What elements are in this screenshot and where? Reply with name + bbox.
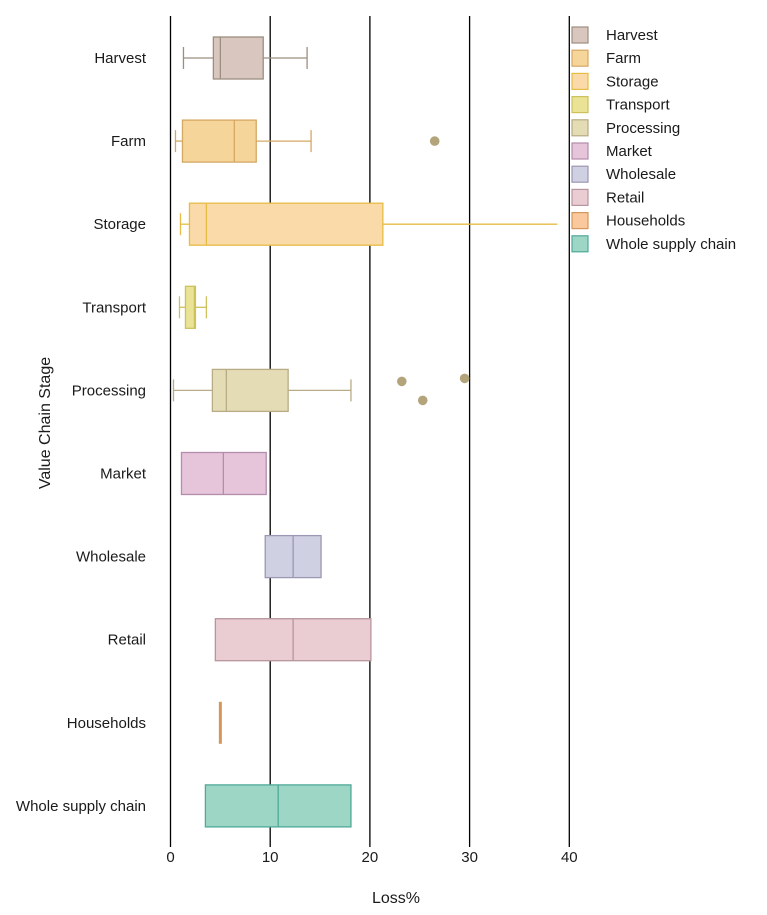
gridlines [169,16,570,847]
legend-label: Storage [606,73,659,90]
boxes [172,36,558,828]
y-category-label: Households [67,715,146,732]
outlier-point [429,136,440,146]
y-category-label: Transport [82,299,146,316]
box-iqr [188,202,384,246]
legend: Harvest Farm Storage Transport Processing Mar… [571,26,736,253]
box-transport [178,285,208,329]
y-category-label: Retail [108,632,146,649]
y-category-label: Storage [93,216,146,233]
legend-swatch [571,72,589,91]
x-axis-title: Loss% [372,890,420,907]
legend-swatch [571,119,589,137]
y-category-label: Harvest [94,50,147,67]
outlier-point [397,376,407,387]
box-wholesale [264,534,322,579]
box-iqr [184,285,197,329]
legend-swatch [571,95,589,114]
box-processing [172,368,470,413]
legend-swatch [571,188,589,206]
y-category-label: Wholesale [76,549,146,566]
box-market [180,451,267,496]
y-category-label: Market [100,466,147,483]
box-farm [174,119,440,163]
legend-swatch [571,235,589,253]
box-harvest [182,36,308,80]
legend-swatch [571,142,589,160]
legend-label: Wholesale [606,166,676,183]
x-tick-label: 10 [262,849,279,866]
box-iqr [181,119,257,163]
x-axis-ticks: 0 10 20 30 40 [166,849,577,866]
legend-swatch [571,49,589,67]
x-tick-label: 30 [461,849,478,866]
legend-label: Harvest [606,27,659,44]
box-retail [214,618,372,662]
y-axis-title: Value Chain Stage [37,357,54,489]
y-axis-category-labels: Harvest Farm Storage Transport Processing Mar… [16,50,147,815]
legend-label: Transport [606,97,670,114]
y-category-label: Processing [72,382,146,399]
box-iqr [212,36,264,80]
legend-label: Retail [606,189,644,206]
x-tick-label: 40 [561,849,578,866]
x-tick-label: 20 [362,849,379,866]
legend-label: Households [606,213,685,230]
box-whole-supply-chain [204,784,352,828]
legend-swatch [571,26,589,44]
legend-label: Market [606,143,653,160]
y-category-label: Whole supply chain [16,798,146,815]
box-storage [179,202,558,246]
legend-label: Farm [606,50,641,67]
legend-swatch [571,165,589,183]
legend-swatch [571,212,589,230]
outlier-point [459,373,470,384]
legend-label: Processing [606,120,680,137]
outlier-point [417,395,428,406]
legend-label: Whole supply chain [606,236,736,253]
x-tick-label: 0 [166,849,174,866]
y-category-label: Farm [111,133,146,150]
box-iqr [211,368,289,413]
